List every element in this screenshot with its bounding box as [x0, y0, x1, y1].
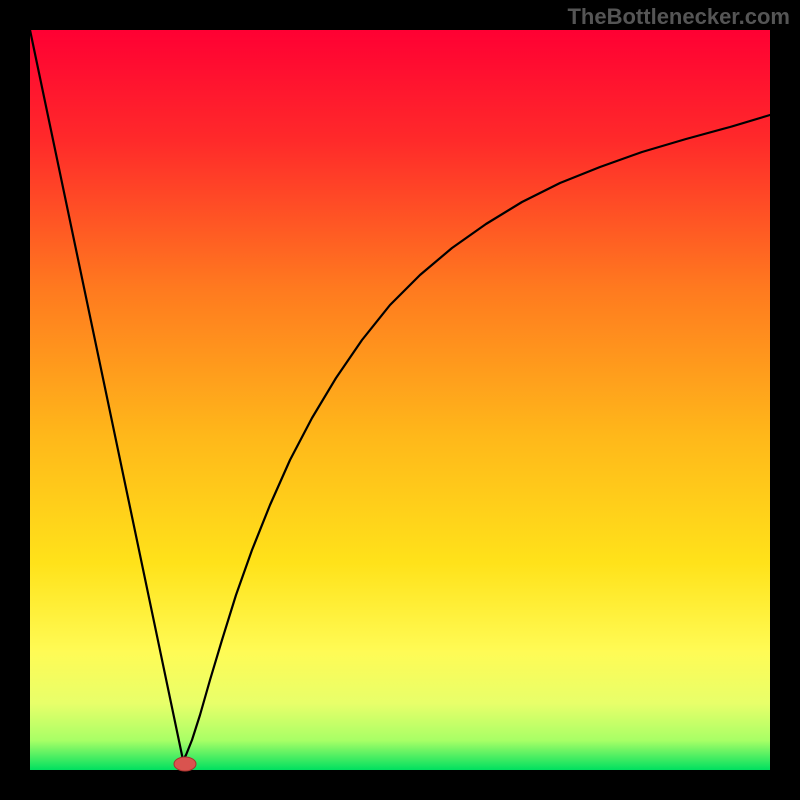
watermark-text: TheBottlenecker.com — [567, 4, 790, 30]
plot-background — [30, 30, 770, 770]
chart-svg — [0, 0, 800, 800]
chart-container: TheBottlenecker.com — [0, 0, 800, 800]
optimal-point-marker — [174, 757, 196, 771]
